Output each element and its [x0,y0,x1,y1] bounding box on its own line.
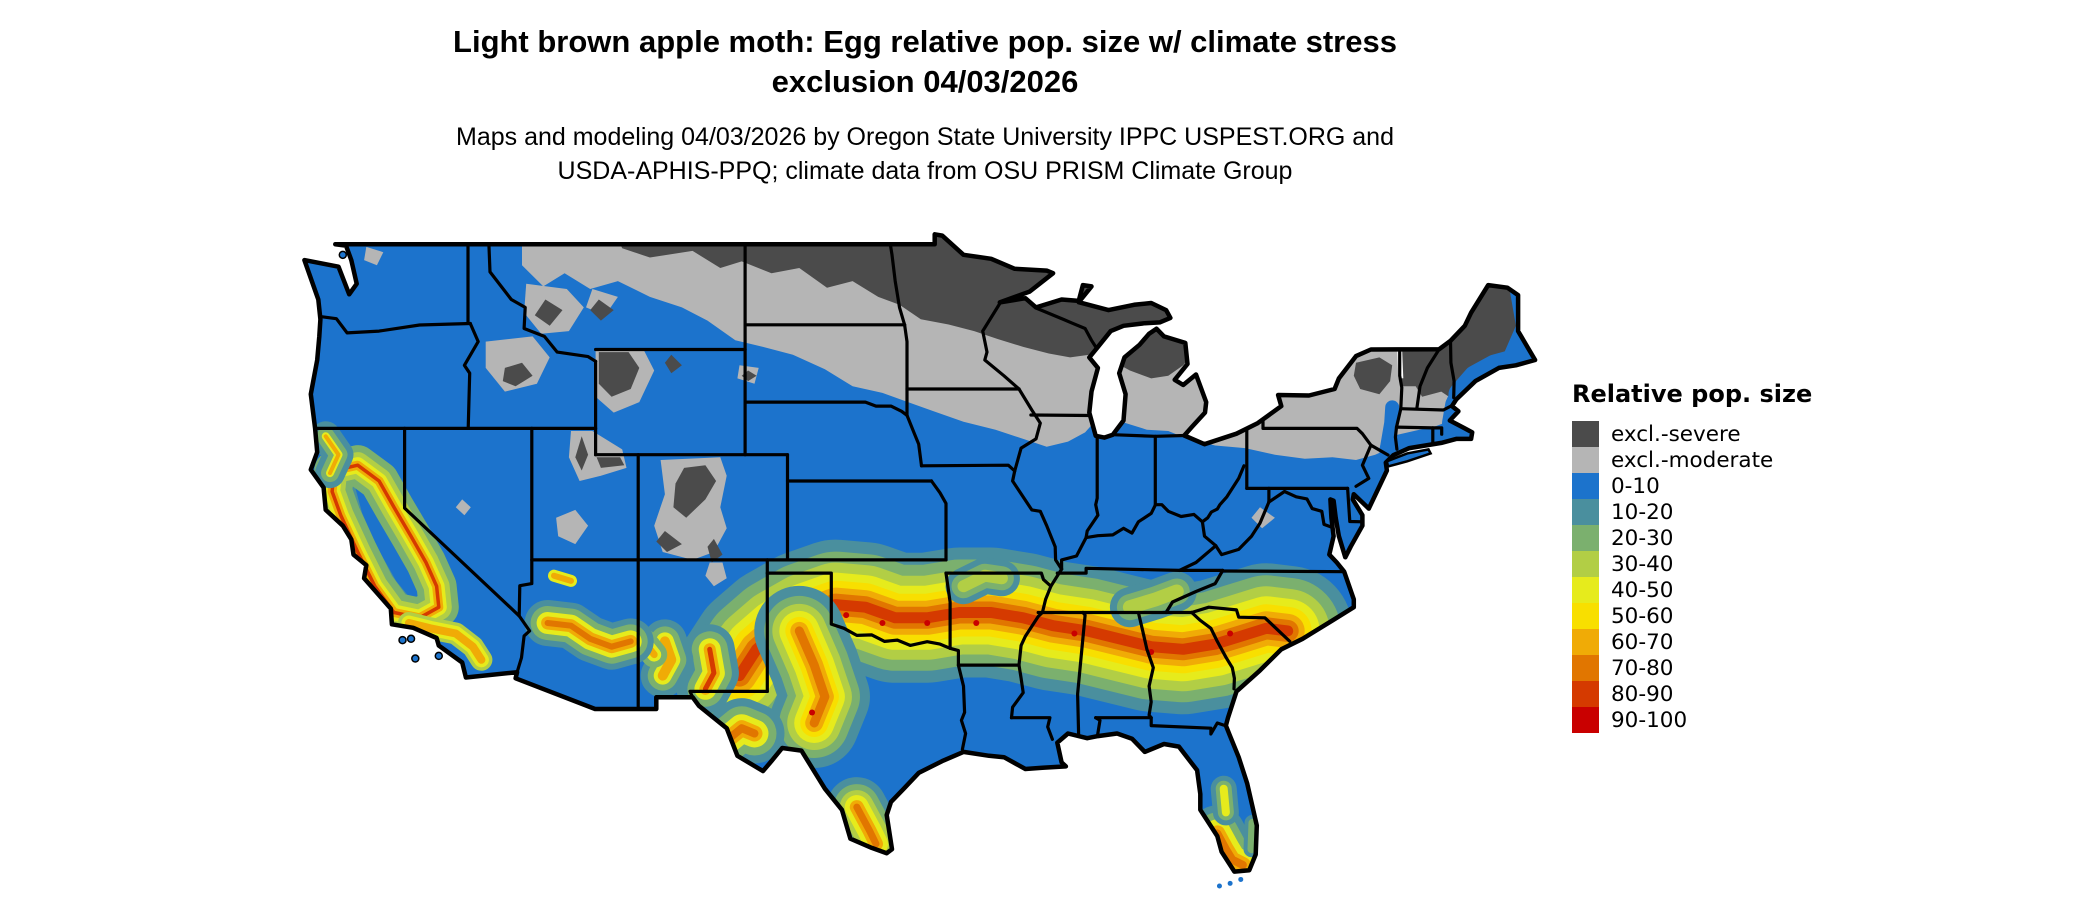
legend-swatch [1572,707,1599,733]
legend: Relative pop. size excl.-severe excl.-mod… [1572,380,1812,733]
legend-item-90-100: 90-100 [1572,707,1812,733]
legend-label: 0-10 [1611,473,1660,499]
legend-label: 50-60 [1611,603,1674,629]
legend-item-10-20: 10-20 [1572,499,1812,525]
legend-item-excl-moderate: excl.-moderate [1572,447,1812,473]
legend-swatch [1572,577,1599,603]
legend-item-20-30: 20-30 [1572,525,1812,551]
subtitle-line2: USDA-APHIS-PPQ; climate data from OSU PR… [557,157,1293,185]
page-title-line2: exclusion 04/03/2026 [771,64,1079,99]
legend-swatch [1572,421,1599,447]
us-conus-map [302,232,1538,889]
legend-label: 70-80 [1611,655,1674,681]
legend-label: 40-50 [1611,577,1674,603]
legend-swatch [1572,499,1599,525]
legend-label: 80-90 [1611,681,1674,707]
legend-item-50-60: 50-60 [1572,603,1812,629]
legend-item-80-90: 80-90 [1572,681,1812,707]
legend-label: excl.-severe [1611,421,1741,447]
legend-item-40-50: 40-50 [1572,577,1812,603]
legend-title: Relative pop. size [1572,380,1813,408]
legend-swatch [1572,655,1599,681]
legend-rows: excl.-severe excl.-moderate 0-10 10-20 20-30… [1572,421,1812,733]
subtitle-line1: Maps and modeling 04/03/2026 by Oregon S… [456,123,1394,151]
legend-swatch [1572,629,1599,655]
legend-item-excl-severe: excl.-severe [1572,421,1812,447]
legend-swatch [1572,447,1599,473]
legend-item-0-10: 0-10 [1572,473,1812,499]
legend-label: 20-30 [1611,525,1674,551]
legend-label: 90-100 [1611,707,1688,733]
legend-item-30-40: 30-40 [1572,551,1812,577]
us-map-container [298,228,1546,892]
legend-swatch [1572,603,1599,629]
title-block: Light brown apple moth: Egg relative pop… [0,22,1850,188]
legend-label: excl.-moderate [1611,447,1774,473]
legend-item-70-80: 70-80 [1572,655,1812,681]
legend-swatch [1572,681,1599,707]
legend-swatch [1572,551,1599,577]
legend-label: 10-20 [1611,499,1674,525]
legend-swatch [1572,473,1599,499]
legend-label: 60-70 [1611,629,1674,655]
legend-swatch [1572,525,1599,551]
legend-label: 30-40 [1611,551,1674,577]
legend-item-60-70: 60-70 [1572,629,1812,655]
page-title-line1: Light brown apple moth: Egg relative pop… [453,24,1397,59]
